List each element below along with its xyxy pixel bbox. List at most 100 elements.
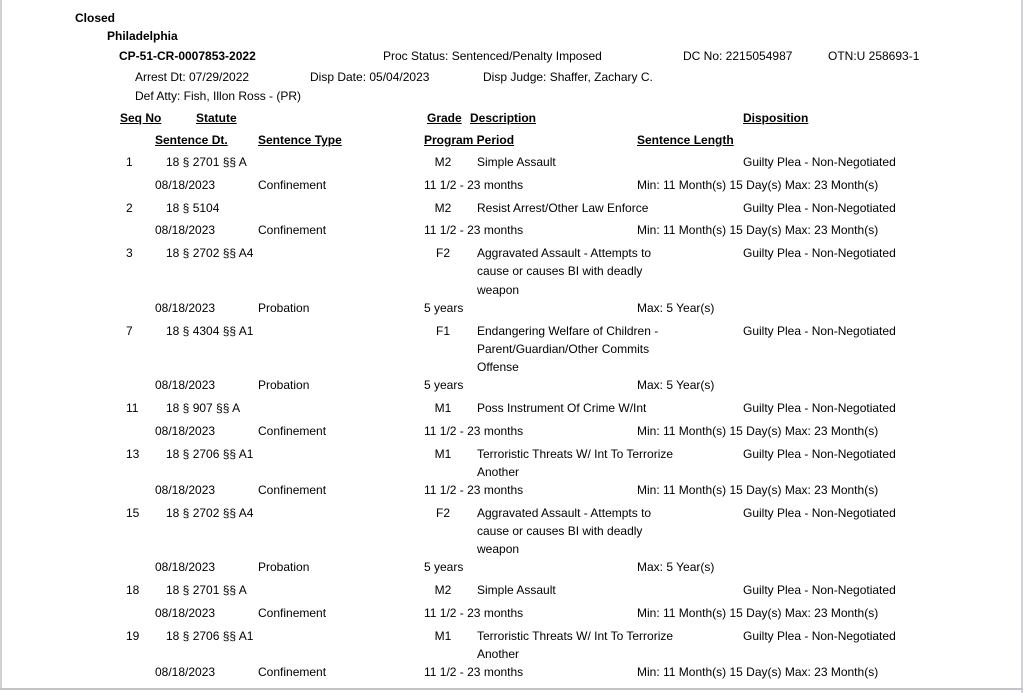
- sentence-length: Min: 11 Month(s) 15 Day(s) Max: 23 Month…: [637, 483, 879, 497]
- description: Terroristic Threats W/ Int To Terrorize …: [477, 446, 674, 479]
- sentence-date: 08/18/2023: [155, 223, 216, 238]
- sentence-type: Probation: [258, 378, 310, 393]
- grade: F2: [435, 505, 450, 520]
- sentence-length: Max: 5 Year(s): [637, 300, 715, 315]
- frame-border-right: [1021, 0, 1023, 693]
- charge-row: 1 18 § 2701 §§ A M2 Guilty Plea - Non-Ne…: [0, 153, 1023, 176]
- sentence-type: Confinement: [258, 665, 327, 680]
- header-statute: Statute: [196, 111, 237, 125]
- sentence-row: 08/18/2023 Confinement 11 1/2 - 23 month…: [0, 176, 1023, 199]
- disposition: Guilty Plea - Non-Negotiated: [743, 401, 896, 415]
- charge-row: 2 18 § 5104 M2 Guilty Plea - Non-Negotia…: [0, 199, 1023, 222]
- description: Poss Instrument Of Crime W/Int: [477, 401, 647, 415]
- def-attorney: Def Atty: Fish, Illon Ross - (PR): [135, 89, 302, 103]
- frame-border-bottom: [0, 688, 1023, 690]
- sentence-date: 08/18/2023: [155, 300, 216, 315]
- county-name: Philadelphia: [107, 29, 178, 43]
- charge-row: 18 18 § 2701 §§ A M2 Guilty Plea - Non-N…: [0, 581, 1023, 604]
- description: Endangering Welfare of Children - Parent…: [477, 323, 659, 374]
- disp-judge: Disp Judge: Shaffer, Zachary C.: [483, 70, 653, 84]
- grade: M2: [434, 200, 452, 215]
- proc-status: Proc Status: Sentenced/Penalty Imposed: [383, 49, 602, 63]
- seq-no: 3: [126, 246, 133, 261]
- program-period: 11 1/2 - 23 months: [424, 223, 524, 238]
- statute: 18 § 2706 §§ A1: [166, 446, 254, 461]
- sentence-row: 08/18/2023 Probation 5 years Max: 5 Year…: [0, 376, 1023, 399]
- sentence-date: 08/18/2023: [155, 177, 216, 192]
- grade: M2: [434, 155, 452, 169]
- program-period: 5 years: [424, 560, 464, 575]
- header-sentence-length: Sentence Length: [637, 133, 734, 147]
- sentence-type: Confinement: [258, 177, 327, 192]
- seq-no: 19: [126, 628, 140, 643]
- disposition: Guilty Plea - Non-Negotiated: [743, 446, 896, 461]
- description: Terroristic Threats W/ Int To Terrorize …: [477, 628, 674, 661]
- program-period: 11 1/2 - 23 months: [424, 177, 524, 192]
- grade: M1: [434, 446, 452, 461]
- sentence-row: 08/18/2023 Confinement 11 1/2 - 23 month…: [0, 604, 1023, 627]
- sentence-type: Confinement: [258, 423, 327, 438]
- sentence-row: 08/18/2023 Probation 5 years Max: 5 Year…: [0, 299, 1023, 322]
- disposition: Guilty Plea - Non-Negotiated: [743, 583, 896, 598]
- sentence-length: Max: 5 Year(s): [637, 378, 715, 393]
- sentence-length: Min: 11 Month(s) 15 Day(s) Max: 23 Month…: [637, 423, 879, 438]
- charge-row: 15 18 § 2702 §§ A4 F2 Guilty Plea - Non-…: [0, 504, 1023, 559]
- header-seq-no: Seq No: [120, 111, 162, 125]
- charges-table: 1 18 § 2701 §§ A M2 Guilty Plea - Non-Ne…: [0, 153, 1023, 686]
- sentence-length: Max: 5 Year(s): [637, 560, 715, 575]
- sentence-row: 08/18/2023 Probation 5 years Max: 5 Year…: [0, 558, 1023, 581]
- sentence-row: 08/18/2023 Confinement 11 1/2 - 23 month…: [0, 663, 1023, 686]
- header-grade: Grade: [427, 111, 462, 125]
- sentence-date: 08/18/2023: [155, 423, 216, 438]
- seq-no: 18: [126, 583, 140, 598]
- header-disposition: Disposition: [743, 111, 809, 125]
- dc-number: DC No: 2215054987: [683, 49, 793, 63]
- charge-row: 3 18 § 2702 §§ A4 F2 Guilty Plea - Non-N…: [0, 244, 1023, 299]
- seq-no: 7: [126, 323, 133, 338]
- disposition: Guilty Plea - Non-Negotiated: [743, 505, 896, 520]
- sentence-type: Confinement: [258, 223, 327, 238]
- sentence-date: 08/18/2023: [155, 560, 216, 575]
- statute: 18 § 4304 §§ A1: [166, 323, 254, 338]
- sentence-row: 08/18/2023 Confinement 11 1/2 - 23 month…: [0, 221, 1023, 244]
- disp-date: Disp Date: 05/04/2023: [310, 70, 430, 84]
- sentence-row: 08/18/2023 Confinement 11 1/2 - 23 month…: [0, 422, 1023, 445]
- sentence-length: Min: 11 Month(s) 15 Day(s) Max: 23 Month…: [637, 606, 879, 620]
- statute: 18 § 2706 §§ A1: [166, 628, 254, 643]
- program-period: 11 1/2 - 23 months: [424, 423, 524, 438]
- sentence-type: Confinement: [258, 606, 327, 620]
- charge-row: 13 18 § 2706 §§ A1 M1 Guilty Plea - Non-…: [0, 445, 1023, 481]
- description: Simple Assault: [477, 155, 556, 169]
- sentence-date: 08/18/2023: [155, 665, 216, 680]
- description: Aggravated Assault - Attempts to cause o…: [477, 505, 652, 557]
- statute: 18 § 2701 §§ A: [166, 583, 247, 598]
- frame-border-left: [0, 0, 2, 689]
- sentence-date: 08/18/2023: [155, 606, 216, 620]
- grade: F2: [435, 246, 450, 261]
- seq-no: 13: [126, 446, 140, 461]
- disposition: Guilty Plea - Non-Negotiated: [743, 628, 896, 643]
- otn-number: OTN:U 258693-1: [828, 49, 920, 63]
- header-sentence-dt: Sentence Dt.: [155, 133, 228, 147]
- sentence-length: Min: 11 Month(s) 15 Day(s) Max: 23 Month…: [637, 177, 879, 192]
- statute: 18 § 5104: [166, 200, 220, 215]
- charge-row: 11 18 § 907 §§ A M1 Guilty Plea - Non-Ne…: [0, 399, 1023, 422]
- grade: M1: [434, 401, 452, 415]
- disposition: Guilty Plea - Non-Negotiated: [743, 246, 896, 261]
- statute: 18 § 2702 §§ A4: [166, 505, 254, 520]
- seq-no: 11: [126, 401, 139, 415]
- program-period: 11 1/2 - 23 months: [424, 483, 524, 497]
- docket-number: CP-51-CR-0007853-2022: [119, 49, 256, 63]
- description: Aggravated Assault - Attempts to cause o…: [477, 246, 652, 297]
- seq-no: 2: [126, 200, 133, 215]
- header-program-period: Program Period: [424, 133, 515, 147]
- header-sentence-type: Sentence Type: [258, 133, 342, 147]
- statute: 18 § 2702 §§ A4: [166, 246, 254, 261]
- description: Simple Assault: [477, 583, 556, 598]
- statute: 18 § 2701 §§ A: [166, 155, 247, 169]
- charge-row: 19 18 § 2706 §§ A1 M1 Guilty Plea - Non-…: [0, 627, 1023, 663]
- disposition: Guilty Plea - Non-Negotiated: [743, 323, 896, 338]
- statute: 18 § 907 §§ A: [166, 401, 241, 415]
- sentence-date: 08/18/2023: [155, 483, 216, 497]
